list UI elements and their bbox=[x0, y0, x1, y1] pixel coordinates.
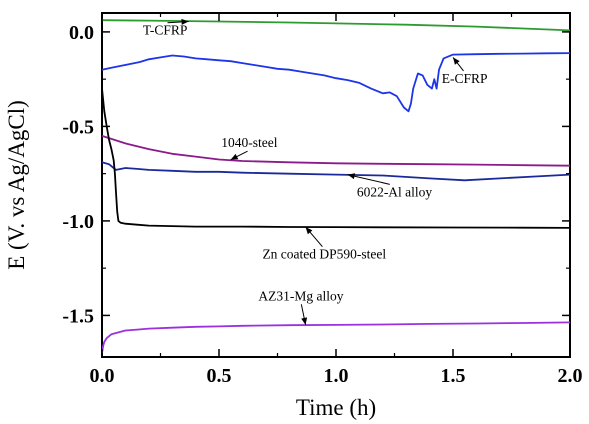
x-tick-label: 1.5 bbox=[441, 365, 466, 387]
x-tick-label: 1.0 bbox=[324, 365, 349, 387]
annotation-zn-coated-dp590-steel: Zn coated DP590-steel bbox=[262, 247, 386, 262]
annotation-az31-mg-alloy: AZ31-Mg alloy bbox=[258, 288, 343, 303]
y-tick-label: 0.0 bbox=[69, 22, 94, 44]
annotation-6022-al-alloy: 6022-Al alloy bbox=[357, 184, 433, 199]
series-line-t-cfrp bbox=[101, 19, 571, 32]
series-line-1040-steel bbox=[101, 135, 571, 167]
annotations-layer: T-CFRP E-CFRP 1040-steel 6022-Al alloy Zn co… bbox=[143, 18, 488, 325]
y-axis-label: E (V. vs Ag/AgCl) bbox=[4, 100, 29, 270]
x-axis-label: Time (h) bbox=[296, 395, 376, 420]
x-tick-label: 2.0 bbox=[558, 365, 583, 387]
annotation-arrow-line bbox=[347, 174, 390, 185]
series-layer bbox=[101, 19, 571, 354]
annotation-arrow-head bbox=[181, 18, 189, 25]
x-tick-label: 0.5 bbox=[207, 365, 232, 387]
y-tick-label: -1.5 bbox=[62, 305, 94, 327]
annotation-t-cfrp: T-CFRP bbox=[143, 23, 188, 38]
series-line-az31-mg-alloy bbox=[101, 321, 571, 354]
annotation-e-cfrp: E-CFRP bbox=[442, 71, 488, 86]
series-line-zn-coated-dp590-steel bbox=[101, 88, 571, 229]
x-tick-label: 0.0 bbox=[90, 365, 115, 387]
series-line-6022-al-alloy bbox=[101, 161, 571, 182]
annotation-arrow-head bbox=[301, 317, 308, 325]
annotation-arrow-head bbox=[453, 57, 460, 65]
ticks-layer: 0.0 0.5 1.0 1.5 2.0 0.0 -0.5 -1.0 -1.5 bbox=[62, 13, 583, 387]
plot-frame bbox=[101, 12, 571, 358]
annotation-1040-steel: 1040-steel bbox=[221, 135, 277, 150]
annotation-arrow-head bbox=[305, 226, 313, 235]
annotation-arrow-head bbox=[230, 153, 239, 160]
series-line-e-cfrp bbox=[101, 52, 571, 113]
y-tick-label: -0.5 bbox=[62, 116, 94, 138]
annotation-arrow-head bbox=[347, 173, 356, 180]
y-tick-label: -1.0 bbox=[62, 211, 94, 233]
